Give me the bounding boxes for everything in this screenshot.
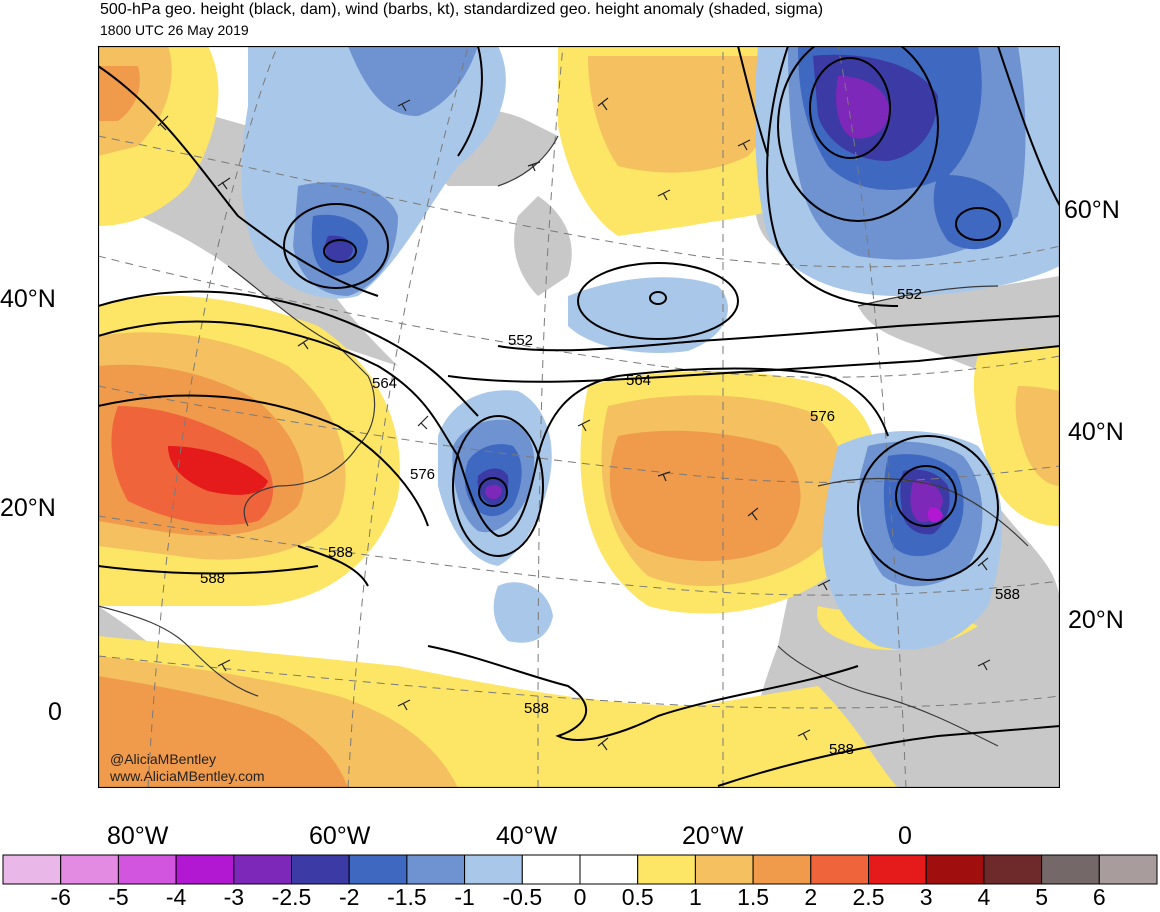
colorbar-tick-label: -1.5 xyxy=(387,884,427,910)
lon-label-20w: 20°W xyxy=(682,822,744,850)
colorbar xyxy=(2,854,1158,885)
colorbar-swatch xyxy=(291,854,350,885)
contour-label-588-a: 588 xyxy=(328,544,354,561)
colorbar-tick-label: -1 xyxy=(454,884,475,910)
colorbar-tick-label: 2.5 xyxy=(852,884,885,910)
contour-label-588-c: 588 xyxy=(524,700,550,717)
lat-label-right-20n: 20°N xyxy=(1068,606,1124,634)
colorbar-swatch xyxy=(117,854,177,885)
colorbar-tick-label: 1.5 xyxy=(737,884,770,910)
colorbar-tick-label: -2 xyxy=(338,884,360,910)
lon-label-0: 0 xyxy=(898,822,912,850)
lat-label-right-60n: 60°N xyxy=(1064,196,1120,224)
lon-label-60w: 60°W xyxy=(309,822,371,850)
colorbar-swatch xyxy=(1041,854,1100,885)
contour-label-564-b: 564 xyxy=(626,372,652,389)
colorbar-tick-label: -5 xyxy=(108,884,129,910)
colorbar-swatch xyxy=(637,854,696,885)
chart-valid-time: 1800 UTC 26 May 2019 xyxy=(100,22,249,38)
contour-label-588-d: 588 xyxy=(995,586,1021,603)
lon-label-40w: 40°W xyxy=(496,822,558,850)
chart-title: 500-hPa geo. height (black, dam), wind (… xyxy=(100,1,824,18)
contour-label-552-a: 552 xyxy=(508,332,534,349)
attribution-handle: @AliciaMBentley xyxy=(110,751,217,767)
colorbar-swatch xyxy=(868,854,927,885)
lat-label-left-20n: 20°N xyxy=(0,494,56,522)
coastlines xyxy=(98,135,1029,747)
weather-map xyxy=(98,46,1060,788)
colorbar-swatch xyxy=(925,854,985,885)
latlon-grid xyxy=(98,46,1060,788)
colorbar-tick-label: 0 xyxy=(573,884,587,910)
contour-label-588-b: 588 xyxy=(200,570,226,587)
colorbar-tick-label: -3 xyxy=(223,884,245,910)
colorbar-swatch xyxy=(1098,854,1158,885)
negative-anomaly-shading xyxy=(241,46,1060,650)
colorbar-swatch xyxy=(406,854,466,885)
colorbar-tick-label: 6 xyxy=(1092,884,1106,910)
contour-label-564-a: 564 xyxy=(372,375,398,392)
positive-anomaly-shading xyxy=(98,46,1060,788)
colorbar-tick-label: 4 xyxy=(977,884,991,910)
colorbar-tick-label: -2.5 xyxy=(271,884,312,910)
wind-barbs xyxy=(157,97,991,751)
contour-label-552-b: 552 xyxy=(897,286,923,303)
colorbar-tick-label: 5 xyxy=(1035,884,1048,910)
colorbar-tick-label: 2 xyxy=(804,884,818,910)
colorbar-tick-label: 1 xyxy=(688,884,702,910)
colorbar-swatch xyxy=(2,854,62,885)
lon-label-80w: 80°W xyxy=(107,822,169,850)
colorbar-tick-label: 3 xyxy=(919,884,933,910)
colorbar-tick-label: -4 xyxy=(165,884,187,910)
colorbar-swatch xyxy=(464,854,523,885)
colorbar-swatch xyxy=(694,854,754,885)
colorbar-swatch xyxy=(521,854,581,885)
contour-label-588-e: 588 xyxy=(829,741,855,758)
contour-label-576-b: 576 xyxy=(810,408,836,425)
colorbar-swatch xyxy=(233,854,293,885)
colorbar-swatch xyxy=(983,854,1043,885)
lat-label-left-40n: 40°N xyxy=(0,285,56,313)
map-frame xyxy=(98,46,1060,788)
colorbar-swatch xyxy=(810,854,869,885)
contour-label-576-a: 576 xyxy=(410,466,436,483)
attribution-website: www.AliciaMBentley.com xyxy=(110,768,265,784)
colorbar-tick-label: 0.5 xyxy=(621,884,654,910)
colorbar-swatch xyxy=(579,854,639,885)
colorbar-swatch xyxy=(752,854,812,885)
colorbar-swatch xyxy=(348,854,408,885)
height-contours xyxy=(98,46,1060,787)
colorbar-swatch xyxy=(60,854,119,885)
lat-label-left-0: 0 xyxy=(48,698,62,726)
colorbar-tick-label: -6 xyxy=(50,884,71,910)
colorbar-tick-label: -0.5 xyxy=(502,884,543,910)
lat-label-right-40n: 40°N xyxy=(1068,418,1124,446)
colorbar-swatch xyxy=(175,854,235,885)
